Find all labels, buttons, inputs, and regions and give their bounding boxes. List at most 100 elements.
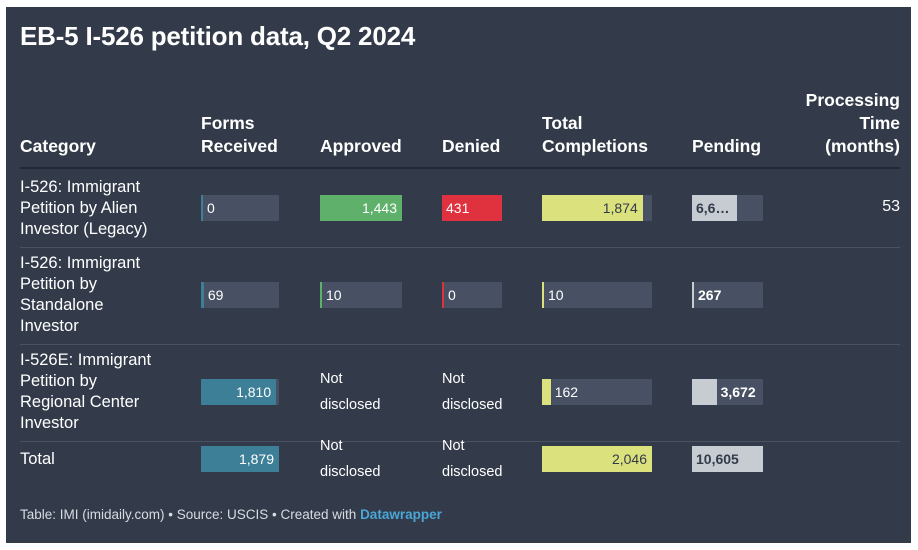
row-category-line: Regional Center bbox=[20, 393, 140, 411]
row-divider-1 bbox=[20, 247, 900, 248]
pending-bar bbox=[692, 195, 737, 221]
total_completions-bar-track: 10 bbox=[542, 282, 652, 308]
pending-bar-track: 10,605 bbox=[692, 446, 763, 472]
denied-value-label: 0 bbox=[448, 287, 456, 303]
forms_received-bar bbox=[201, 379, 277, 405]
forms_received-bar-track: 1,879 bbox=[201, 446, 279, 472]
header-total-completions-line1: Total bbox=[542, 113, 583, 133]
row-category: Total bbox=[20, 449, 195, 470]
processing-time-value: 53 bbox=[882, 198, 900, 215]
header-processing-time-line3: (months) bbox=[825, 136, 900, 156]
denied-bar-track: 431 bbox=[442, 195, 502, 221]
denied-not-disclosed: Not disclosed bbox=[442, 433, 502, 485]
header-forms-received-line2: Received bbox=[201, 136, 278, 156]
row-category-line: Petition by bbox=[20, 372, 98, 390]
pending-value-label: 267 bbox=[698, 287, 722, 303]
approved-bar-track: 1,443 bbox=[320, 195, 402, 221]
total_completions-bar-track: 2,046 bbox=[542, 446, 652, 472]
denied-bar bbox=[442, 282, 444, 308]
approved-value-label: 1,443 bbox=[361, 200, 397, 216]
row-divider-3 bbox=[20, 441, 900, 442]
pending-bar-track: 6,6… bbox=[692, 195, 763, 221]
header-processing-time-line2: Time bbox=[859, 113, 900, 133]
forms_received-value-label: 1,810 bbox=[236, 384, 272, 400]
header-forms-received: Forms Received bbox=[201, 112, 278, 158]
pending-bar-track: 267 bbox=[692, 282, 763, 308]
header-total-completions: Total Completions bbox=[542, 112, 648, 158]
denied-bar bbox=[442, 195, 502, 221]
total_completions-value-label: 162 bbox=[554, 384, 579, 400]
header-total-completions-line2: Completions bbox=[542, 136, 648, 156]
chart-footer: Table: IMI (imidaily.com) • Source: USCI… bbox=[20, 507, 442, 522]
total_completions-bar bbox=[542, 379, 551, 405]
approved-value-label: 10 bbox=[326, 287, 342, 303]
forms_received-bar-track: 1,810 bbox=[201, 379, 279, 405]
pending-bar bbox=[692, 446, 763, 472]
forms_received-bar-track: 0 bbox=[201, 195, 279, 221]
header-divider bbox=[20, 167, 900, 169]
forms_received-bar bbox=[201, 446, 279, 472]
forms_received-bar bbox=[201, 195, 203, 221]
header-forms-received-line1: Forms bbox=[201, 113, 255, 133]
datawrapper-link[interactable]: Datawrapper bbox=[360, 507, 442, 522]
not-disclosed-line: Not bbox=[442, 438, 465, 454]
total_completions-value-label: 10 bbox=[548, 287, 564, 303]
row-category: I-526E: Immigrant Petition by Regional Cen… bbox=[20, 350, 195, 434]
approved-bar-track: 10 bbox=[320, 282, 402, 308]
footer-text: Table: IMI (imidaily.com) • Source: USCI… bbox=[20, 507, 361, 522]
pending-value-label: 10,605 bbox=[696, 451, 739, 467]
total_completions-value-label: 2,046 bbox=[611, 451, 647, 467]
row-divider-2 bbox=[20, 344, 900, 345]
row-category-line: Petition by bbox=[20, 275, 98, 293]
header-approved: Approved bbox=[320, 136, 402, 156]
not-disclosed-line: disclosed bbox=[442, 464, 503, 480]
row-category-line: Investor bbox=[20, 414, 79, 432]
pending-bar-track: 3,672 bbox=[692, 379, 763, 405]
pending-value-label: 6,6… bbox=[696, 200, 730, 216]
row-category-line: Investor (Legacy) bbox=[20, 219, 148, 238]
approved-bar bbox=[320, 195, 402, 221]
forms_received-bar-track: 69 bbox=[201, 282, 279, 308]
row-category-line: I-526: Immigrant bbox=[20, 254, 141, 272]
forms_received-bar bbox=[201, 282, 204, 308]
chart-card: EB-5 I-526 petition data, Q2 2024 Catego… bbox=[6, 7, 911, 543]
header-denied: Denied bbox=[442, 136, 501, 156]
row-category-line: Petition by Alien bbox=[20, 198, 138, 217]
approved-bar bbox=[320, 282, 322, 308]
forms_received-value-label: 0 bbox=[207, 200, 215, 216]
row-category-line: Investor bbox=[20, 317, 79, 335]
header-category: Category bbox=[20, 136, 96, 156]
row-category-line: I-526E: Immigrant bbox=[20, 351, 152, 369]
forms_received-value-label: 69 bbox=[207, 287, 224, 303]
total_completions-bar-track: 1,874 bbox=[542, 195, 652, 221]
denied-not-disclosed: Not disclosed bbox=[442, 366, 502, 418]
total_completions-bar bbox=[542, 195, 643, 221]
not-disclosed-line: disclosed bbox=[320, 397, 381, 413]
approved-not-disclosed: Not disclosed bbox=[320, 433, 380, 485]
pending-bar bbox=[692, 379, 717, 405]
denied-value-label: 431 bbox=[446, 200, 470, 216]
row-category-line: Total bbox=[20, 449, 55, 468]
total_completions-bar bbox=[542, 282, 544, 308]
total_completions-value-label: 1,874 bbox=[602, 200, 638, 216]
denied-bar-track: 0 bbox=[442, 282, 502, 308]
forms_received-value-label: 1,879 bbox=[238, 451, 274, 467]
pending-bar bbox=[692, 282, 694, 308]
total_completions-bar-track: 162 bbox=[542, 379, 652, 405]
row-category-line: I-526: Immigrant bbox=[20, 177, 141, 196]
not-disclosed-line: Not bbox=[320, 371, 343, 387]
not-disclosed-line: Not bbox=[320, 438, 343, 454]
row-category: I-526: Immigrant Petition by Standalone Inv… bbox=[20, 253, 195, 337]
total_completions-bar bbox=[542, 446, 652, 472]
not-disclosed-line: disclosed bbox=[442, 397, 503, 413]
not-disclosed-line: Not bbox=[442, 371, 465, 387]
header-pending: Pending bbox=[692, 136, 762, 156]
pending-value-label: 3,672 bbox=[720, 384, 756, 400]
header-processing-time-line1: Processing bbox=[805, 90, 900, 110]
header-processing-time: Processing Time (months) bbox=[786, 89, 900, 158]
row-category-line: Standalone bbox=[20, 296, 104, 314]
not-disclosed-line: disclosed bbox=[320, 464, 381, 480]
row-category: I-526: Immigrant Petition by Alien Investo… bbox=[20, 177, 195, 240]
chart-title: EB-5 I-526 petition data, Q2 2024 bbox=[20, 21, 416, 51]
approved-not-disclosed: Not disclosed bbox=[320, 366, 380, 418]
